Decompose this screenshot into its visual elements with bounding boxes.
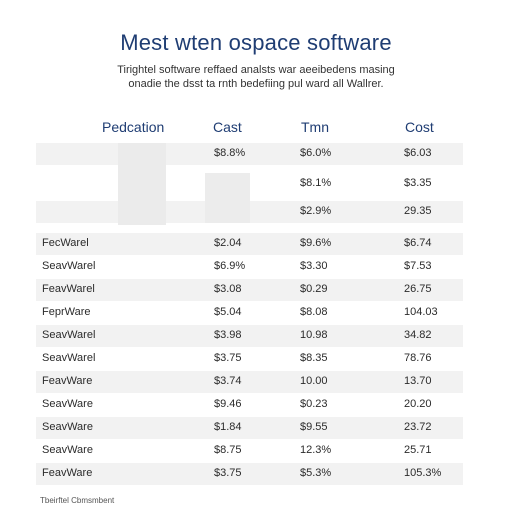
table-cell: $0.29 (300, 283, 328, 295)
table-cell: FecWarel (42, 237, 89, 249)
subtitle-line-1: Tirightel software reffaed analsts war a… (117, 64, 395, 76)
table-cell: FeavWarel (42, 283, 95, 295)
table-row: FeavWarel $3.08 $0.29 26.75 (36, 279, 463, 301)
table-cell: FeavWare (42, 467, 93, 479)
table-cell: FeavWare (42, 375, 93, 387)
table-cell: $3.75 (214, 467, 242, 479)
table-cell: $2.04 (214, 237, 242, 249)
table-cell: 12.3% (300, 444, 332, 456)
column-header-tmn: Tmn (301, 119, 329, 135)
table-cell: 104.03 (404, 306, 438, 318)
table-row: SeavWarel $3.98 10.98 34.82 (36, 325, 463, 347)
table-cell: $3.08 (214, 283, 242, 295)
table-cell: 29.35 (404, 205, 432, 217)
table-cell: $3.30 (300, 260, 328, 272)
table-cell: $6.9% (214, 260, 246, 272)
placeholder-image-box (118, 143, 166, 225)
table-cell: $3.75 (214, 352, 242, 364)
table-cell: $3.98 (214, 329, 242, 341)
table-cell: $6.74 (404, 237, 432, 249)
page-title: Mest wten ospace software (120, 30, 392, 55)
table-row: FecWarel $2.04 $9.6% $6.74 (36, 233, 463, 255)
table-cell: $8.1% (300, 177, 332, 189)
table-cell: 13.70 (404, 375, 432, 387)
table-cell: 25.71 (404, 444, 432, 456)
table-cell: $9.6% (300, 237, 332, 249)
table-cell: $5.04 (214, 306, 242, 318)
table-cell: 78.76 (404, 352, 432, 364)
table-cell: $8.08 (300, 306, 328, 318)
table-cell: $3.74 (214, 375, 242, 387)
table-cell: SeavWarel (42, 352, 96, 364)
table-cell: $5.3% (300, 467, 332, 479)
column-header-application: Pedcation (102, 119, 165, 135)
table-cell: SeavWare (42, 444, 93, 456)
table-cell: $3.35 (404, 177, 432, 189)
table-cell: $2.9% (300, 205, 332, 217)
table-cell: $6.03 (404, 147, 432, 159)
table-cell: FeprWare (42, 306, 91, 318)
table-row: SeavWare $9.46 $0.23 20.20 (36, 394, 463, 416)
table-cell: 20.20 (404, 398, 432, 410)
table-cell: SeavWare (42, 421, 93, 433)
table-cell: SeavWarel (42, 329, 96, 341)
column-header-cost: Cost (405, 119, 434, 135)
table-cell: 34.82 (404, 329, 432, 341)
table-cell: 26.75 (404, 283, 432, 295)
table-row: SeavWare $8.75 12.3% 25.71 (36, 440, 463, 462)
footnote: Tbeirftel Cbmsmbent (40, 496, 115, 505)
table-cell: SeavWarel (42, 260, 96, 272)
table-cell: $9.46 (214, 398, 242, 410)
subtitle-line-2: onadie the dsst ta rnth bedefiing pul wa… (128, 78, 384, 90)
table-cell: 10.00 (300, 375, 328, 387)
highlighted-cells (205, 173, 250, 223)
table-row: FeavWare $3.74 10.00 13.70 (36, 371, 463, 393)
column-header-cast: Cast (213, 119, 242, 135)
table-row: SeavWarel $3.75 $8.35 78.76 (36, 348, 463, 370)
table-cell: $8.35 (300, 352, 328, 364)
table-row: FeprWare $5.04 $8.08 104.03 (36, 302, 463, 324)
table-cell: $8.75 (214, 444, 242, 456)
table-cell: $6.0% (300, 147, 332, 159)
table-cell: 10.98 (300, 329, 328, 341)
table-row: SeavWarel $6.9% $3.30 $7.53 (36, 256, 463, 278)
table-cell: $7.53 (404, 260, 432, 272)
table-row: $8.8% $6.0% $6.03 (36, 143, 463, 165)
table-cell: SeavWare (42, 398, 93, 410)
table-row: SeavWare $1.84 $9.55 23.72 (36, 417, 463, 439)
table-cell: $9.55 (300, 421, 328, 433)
table-cell: 23.72 (404, 421, 432, 433)
table-cell: $8.8% (214, 147, 246, 159)
table-cell: $0.23 (300, 398, 328, 410)
table-row: FeavWare $3.75 $5.3% 105.3% (36, 463, 463, 485)
table-cell: $1.84 (214, 421, 242, 433)
table-cell: 105.3% (404, 467, 442, 479)
